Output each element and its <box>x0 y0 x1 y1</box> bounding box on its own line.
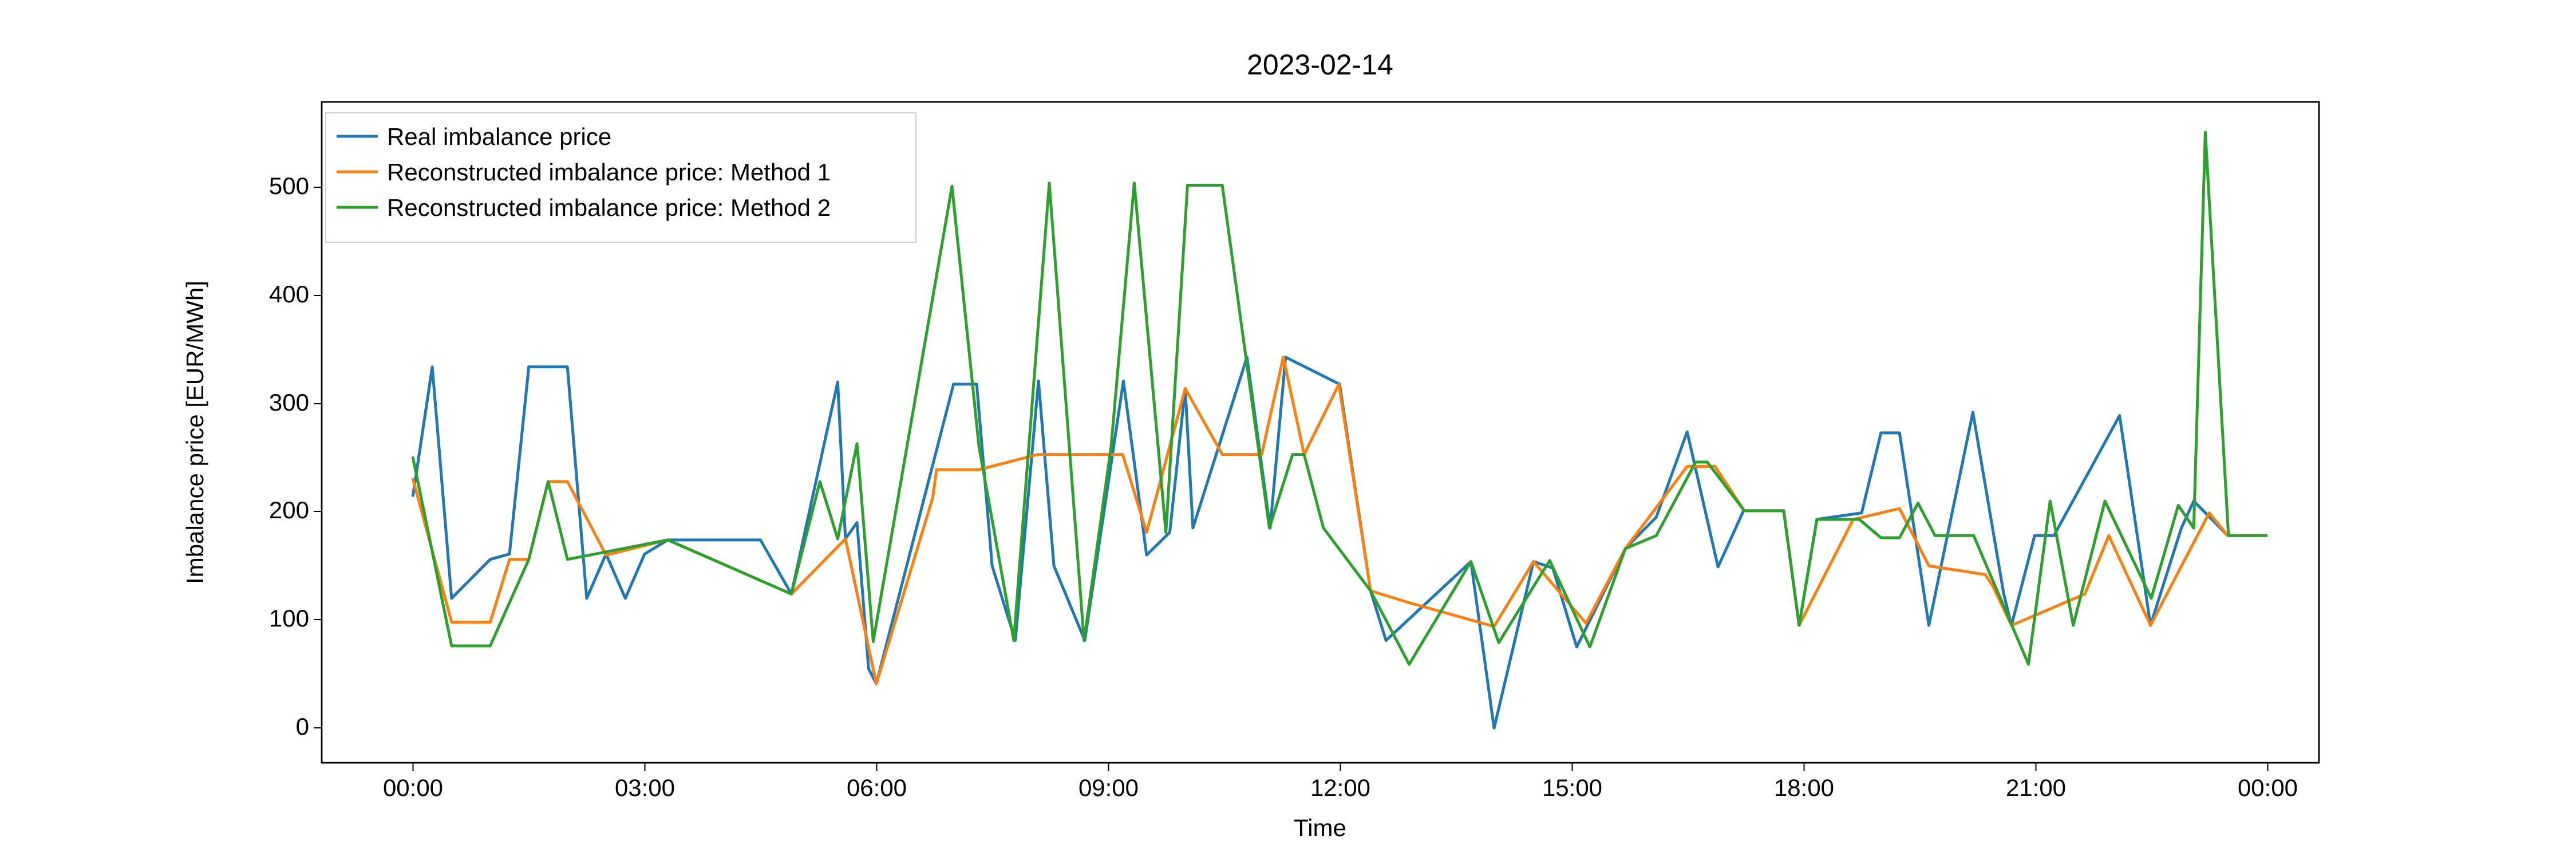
svg-text:200: 200 <box>269 497 309 523</box>
svg-text:15:00: 15:00 <box>1542 774 1602 801</box>
svg-text:2023-02-14: 2023-02-14 <box>1247 49 1393 81</box>
svg-text:400: 400 <box>269 281 309 308</box>
svg-text:00:00: 00:00 <box>2238 774 2298 801</box>
svg-text:Time: Time <box>1294 814 1346 841</box>
svg-text:Reconstructed imbalance price:: Reconstructed imbalance price: Method 2 <box>387 194 831 221</box>
svg-text:Reconstructed imbalance price:: Reconstructed imbalance price: Method 1 <box>387 159 831 186</box>
svg-text:06:00: 06:00 <box>847 774 907 801</box>
svg-text:Real imbalance price: Real imbalance price <box>387 123 611 150</box>
svg-text:21:00: 21:00 <box>2006 774 2066 801</box>
svg-text:Imbalance price [EUR/MWh]: Imbalance price [EUR/MWh] <box>181 281 208 584</box>
svg-text:500: 500 <box>269 172 309 199</box>
svg-text:03:00: 03:00 <box>615 774 675 801</box>
svg-text:300: 300 <box>269 389 309 416</box>
svg-text:0: 0 <box>296 713 309 740</box>
svg-text:12:00: 12:00 <box>1310 774 1370 801</box>
svg-text:00:00: 00:00 <box>383 774 443 801</box>
svg-text:09:00: 09:00 <box>1078 774 1139 801</box>
svg-text:18:00: 18:00 <box>1774 774 1834 801</box>
svg-text:100: 100 <box>269 605 309 632</box>
